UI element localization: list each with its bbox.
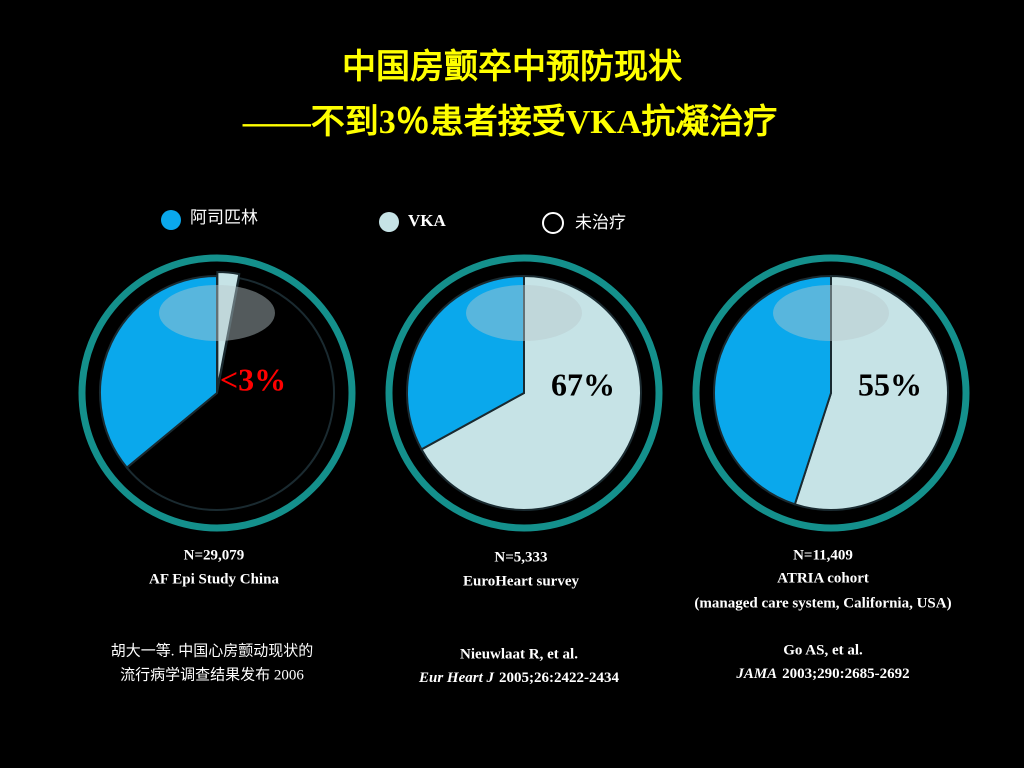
gloss — [773, 285, 889, 341]
source: 流行病学调查结果发布 2006 — [120, 666, 304, 683]
source: Eur Heart J 2005;26:2422-2434 — [418, 670, 620, 686]
source: JAMA 2003;290:2685-2692 — [735, 666, 909, 682]
value-label: 55% — [858, 366, 922, 402]
note: ATRIA cohort — [777, 570, 869, 586]
legend-label: VKA — [408, 211, 447, 230]
source: 胡大一等. 中国心房颤动现状的 — [111, 641, 314, 659]
value-label: 67% — [551, 366, 615, 402]
pie-ring — [692, 254, 970, 532]
note: (managed care system, California, USA) — [694, 595, 951, 611]
source-journal: JAMA — [735, 666, 777, 682]
pie-ring — [78, 254, 356, 532]
source-journal: Eur Heart J — [418, 670, 495, 686]
note: N=29,079 — [184, 547, 245, 563]
pie-slice — [713, 274, 832, 506]
legend-swatch — [379, 212, 399, 232]
title-line: ——不到3％患者接受VKA抗凝治疗 — [242, 102, 778, 141]
pie-slice — [406, 274, 525, 451]
value-label: <3% — [220, 361, 286, 397]
title-line: 中国房颤卒中预防现状 — [342, 48, 683, 86]
pie-slice — [793, 274, 949, 511]
source-citation: 2003;290:2685-2692 — [782, 666, 910, 682]
legend-label: 未治疗 — [575, 213, 626, 232]
gloss — [466, 285, 582, 341]
source-citation: 2005;26:2422-2434 — [499, 670, 619, 686]
gloss — [159, 285, 275, 341]
pie-slice — [420, 274, 642, 511]
legend-swatch — [542, 212, 564, 234]
pie-slice — [125, 276, 335, 511]
source: Nieuwlaat R, et al. — [460, 646, 578, 662]
legend-swatch — [161, 210, 181, 230]
legend-label: 阿司匹林 — [190, 208, 258, 227]
source: Go AS, et al. — [783, 642, 863, 658]
note: EuroHeart survey — [463, 573, 579, 589]
note: N=11,409 — [793, 547, 853, 563]
note: AF Epi Study China — [149, 571, 279, 587]
pie-slice — [99, 274, 218, 469]
note: N=5,333 — [494, 549, 547, 565]
pie-ring — [385, 254, 663, 532]
